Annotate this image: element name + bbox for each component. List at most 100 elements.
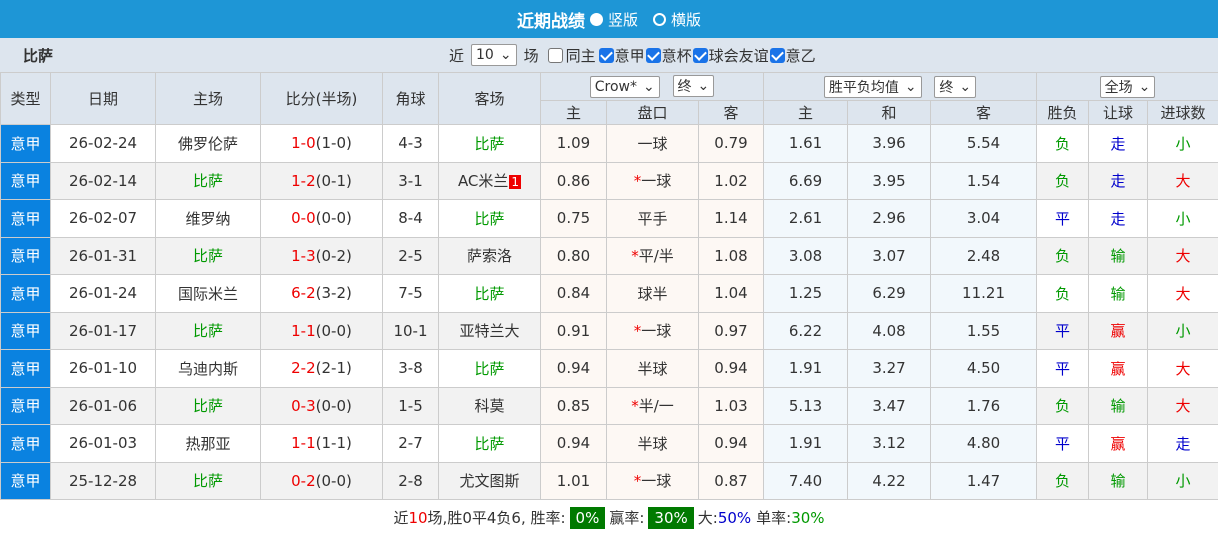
ah-line: *一球 [607,162,699,200]
euro-select[interactable]: 胜平负均值⌄ [824,76,922,98]
match-type[interactable]: 意甲 [1,162,51,200]
match-type[interactable]: 意甲 [1,350,51,388]
match-date: 26-01-10 [51,350,156,388]
match-type[interactable]: 意甲 [1,125,51,163]
near-label: 近 [449,45,464,66]
home-team[interactable]: 维罗纳 [156,200,261,238]
home-team[interactable]: 比萨 [156,162,261,200]
eu-away-odds: 4.80 [931,425,1037,463]
home-team[interactable]: 比萨 [156,462,261,500]
match-type[interactable]: 意甲 [1,387,51,425]
match-date: 26-02-07 [51,200,156,238]
away-team[interactable]: 比萨 [439,425,541,463]
ah-home-odds: 1.01 [541,462,607,500]
home-team[interactable]: 佛罗伦萨 [156,125,261,163]
asian-odds-selects: Crow*⌄ 终⌄ [541,73,764,101]
away-team[interactable]: 尤文图斯 [439,462,541,500]
away-team-name: 比萨 [474,285,504,303]
ah-home-odds: 0.86 [541,162,607,200]
league-label: 球会友谊 [709,45,769,66]
score: 0-2(0-0) [261,462,383,500]
goals-result: 大 [1148,350,1218,388]
league-label: 意乙 [786,45,816,66]
home-team[interactable]: 乌迪内斯 [156,350,261,388]
ah-away-odds: 0.94 [699,350,764,388]
ah-away-odds: 0.87 [699,462,764,500]
away-team[interactable]: 亚特兰大 [439,312,541,350]
eu-draw-odds: 4.08 [848,312,931,350]
eu-draw-odds: 2.96 [848,200,931,238]
away-team[interactable]: 比萨 [439,200,541,238]
eu-home-odds: 7.40 [764,462,848,500]
win-loss: 负 [1037,125,1089,163]
header-wl: 胜负 [1037,101,1089,125]
away-team-name: 亚特兰大 [459,322,519,340]
ah-line-text: 平/半 [639,247,674,265]
eu-draw-odds: 3.47 [848,387,931,425]
ah-line-text: 平手 [637,210,667,228]
score: 1-0(1-0) [261,125,383,163]
ah-home-odds: 0.91 [541,312,607,350]
away-team[interactable]: 比萨 [439,275,541,313]
win-loss: 负 [1037,275,1089,313]
goals-result: 大 [1148,162,1218,200]
header-ah-home: 主 [541,101,607,125]
match-type[interactable]: 意甲 [1,275,51,313]
home-team[interactable]: 比萨 [156,312,261,350]
radio-horizontal[interactable]: 横版 [648,9,701,30]
same-home-checkbox[interactable] [548,48,563,63]
away-team[interactable]: 比萨 [439,125,541,163]
company-select[interactable]: Crow*⌄ [590,76,660,98]
summary-text: 大: [698,507,718,528]
match-type[interactable]: 意甲 [1,200,51,238]
home-team[interactable]: 国际米兰 [156,275,261,313]
euro-stage-select[interactable]: 终⌄ [934,76,976,98]
ah-line-text: 一球 [637,135,667,153]
match-type[interactable]: 意甲 [1,312,51,350]
league-checkbox[interactable] [646,48,661,63]
away-team[interactable]: 比萨 [439,350,541,388]
corners: 3-8 [383,350,439,388]
eu-draw-odds: 3.27 [848,350,931,388]
eu-home-odds: 1.91 [764,425,848,463]
away-team-name: AC米兰 [458,172,508,190]
summary-count: 10 [408,509,427,527]
ah-line-text: 球半 [637,285,667,303]
company-stage-select[interactable]: 终⌄ [673,75,715,97]
result-selects: 全场⌄ [1037,73,1218,101]
eu-draw-odds: 6.29 [848,275,931,313]
eu-draw-odds: 3.12 [848,425,931,463]
match-type[interactable]: 意甲 [1,425,51,463]
league-checkbox[interactable] [693,48,708,63]
score: 0-3(0-0) [261,387,383,425]
ah-away-odds: 0.97 [699,312,764,350]
home-team[interactable]: 比萨 [156,387,261,425]
score: 1-3(0-2) [261,237,383,275]
league-checkbox[interactable] [599,48,614,63]
league-label: 意甲 [615,45,645,66]
eu-home-odds: 6.69 [764,162,848,200]
home-team[interactable]: 比萨 [156,237,261,275]
radio-vertical[interactable]: 竖版 [585,9,638,30]
header-eu-draw: 和 [848,101,931,125]
league-checkbox[interactable] [770,48,785,63]
away-team[interactable]: 萨索洛 [439,237,541,275]
match-count-select[interactable]: 10⌄ [471,44,517,66]
eu-away-odds: 2.48 [931,237,1037,275]
away-team[interactable]: 科莫 [439,387,541,425]
handicap-result: 输 [1089,275,1148,313]
full-time-score: 1-3 [291,247,316,265]
goals-result: 大 [1148,275,1218,313]
match-type[interactable]: 意甲 [1,462,51,500]
full-time-score: 0-3 [291,397,316,415]
home-team[interactable]: 热那亚 [156,425,261,463]
match-type[interactable]: 意甲 [1,237,51,275]
chevron-down-icon: ⌄ [905,79,917,95]
half-time-score: (3-2) [316,284,352,302]
score: 0-0(0-0) [261,200,383,238]
match-date: 26-01-17 [51,312,156,350]
odd-rate: 30% [791,509,824,527]
period-select[interactable]: 全场⌄ [1100,76,1156,98]
